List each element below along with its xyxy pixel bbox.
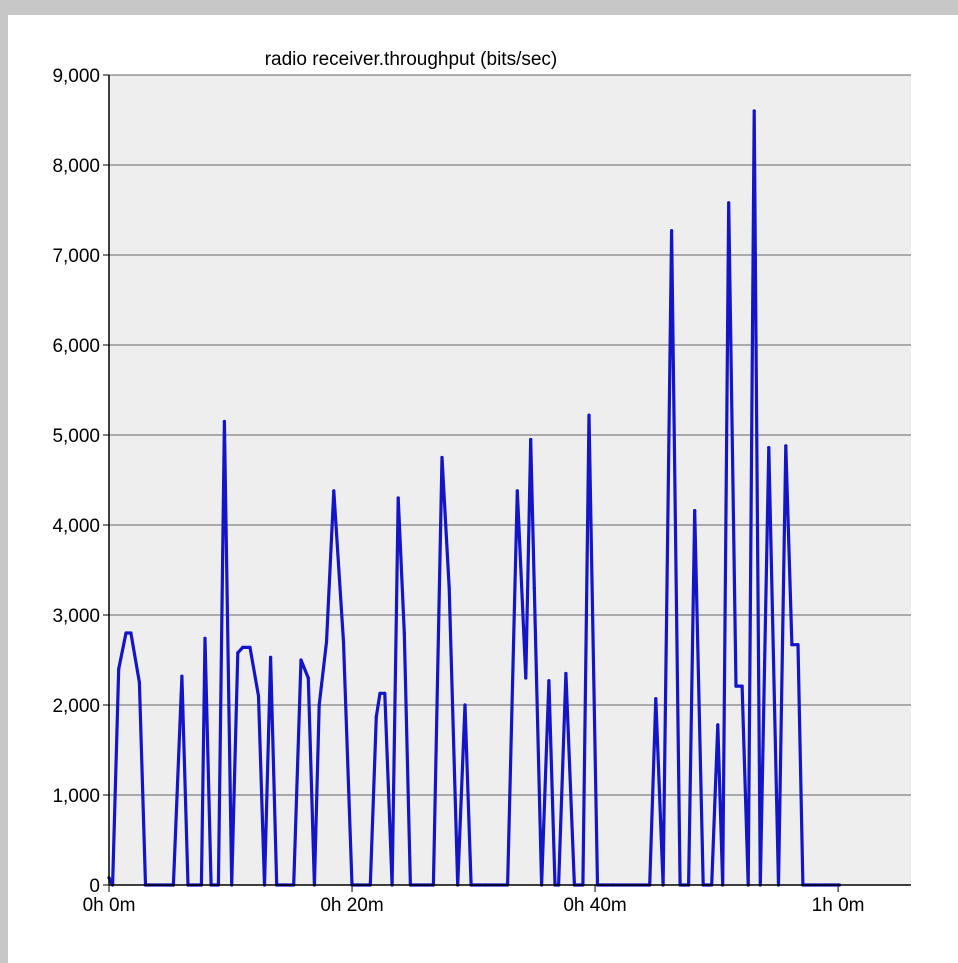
data-point (137, 680, 141, 685)
axes (108, 75, 911, 886)
data-point (248, 645, 252, 650)
data-point (341, 640, 346, 644)
data-point (463, 703, 467, 707)
data-point (790, 643, 794, 647)
data-point (752, 109, 756, 113)
data-point (117, 667, 121, 671)
data-point (374, 715, 378, 719)
data-point (299, 658, 303, 662)
data-point (796, 643, 800, 647)
data-point (396, 496, 400, 500)
data-point (306, 676, 310, 680)
data-point (236, 651, 240, 655)
data-point (564, 671, 568, 676)
y-tick-label: 3,000 (52, 606, 100, 627)
data-point (324, 640, 329, 644)
data-point (332, 489, 336, 493)
y-tick-label: 8,000 (52, 156, 100, 177)
data-point (241, 645, 245, 650)
data-point (515, 489, 519, 493)
data-point (693, 509, 697, 513)
data-point (716, 723, 720, 727)
data-point (402, 631, 406, 635)
data-point (124, 631, 128, 635)
y-tick-label: 1,000 (52, 786, 100, 807)
data-point (317, 703, 321, 707)
grid-lines (109, 74, 911, 796)
data-point (440, 455, 444, 460)
tick-labels: 0 1,000 2,000 3,000 4,000 5,000 6,000 7,000 8,00… (52, 66, 864, 916)
data-point (378, 691, 382, 695)
data-point (529, 437, 533, 442)
data-point (532, 586, 536, 590)
y-tick-label: 5,000 (52, 426, 100, 447)
chart-panel: radio receiver.throughput (bits/sec) 0 1,… (8, 15, 958, 963)
data-point (547, 679, 551, 683)
y-tick-label: 6,000 (52, 336, 100, 357)
data-point (784, 444, 788, 448)
data-point (203, 636, 207, 641)
y-tick-label: 4,000 (52, 516, 100, 537)
throughput-chart: radio receiver.throughput (bits/sec) 0 1,… (52, 49, 911, 916)
data-point (670, 229, 674, 233)
data-point (447, 586, 451, 590)
data-point (767, 446, 771, 450)
data-point (654, 697, 658, 701)
y-tick-label: 9,000 (52, 66, 100, 87)
y-tick-label: 7,000 (52, 246, 100, 267)
x-tick-label: 1h 0m (812, 895, 865, 916)
data-point (256, 694, 261, 698)
data-point (129, 631, 133, 635)
x-tick-label: 0h 0m (83, 895, 136, 916)
data-point (269, 655, 273, 659)
chart-title: radio receiver.throughput (bits/sec) (265, 49, 558, 70)
data-point (180, 674, 184, 678)
data-point (524, 676, 528, 680)
data-point (740, 684, 744, 688)
y-tick-label: 0 (89, 876, 100, 897)
data-point (734, 684, 738, 688)
x-tick-label: 0h 20m (320, 895, 383, 916)
axis-ticks (103, 74, 839, 892)
data-point (587, 413, 591, 417)
data-point (222, 419, 226, 424)
data-point (383, 691, 387, 695)
x-tick-label: 0h 40m (563, 895, 626, 916)
data-point (727, 201, 731, 205)
y-tick-label: 2,000 (52, 696, 100, 717)
